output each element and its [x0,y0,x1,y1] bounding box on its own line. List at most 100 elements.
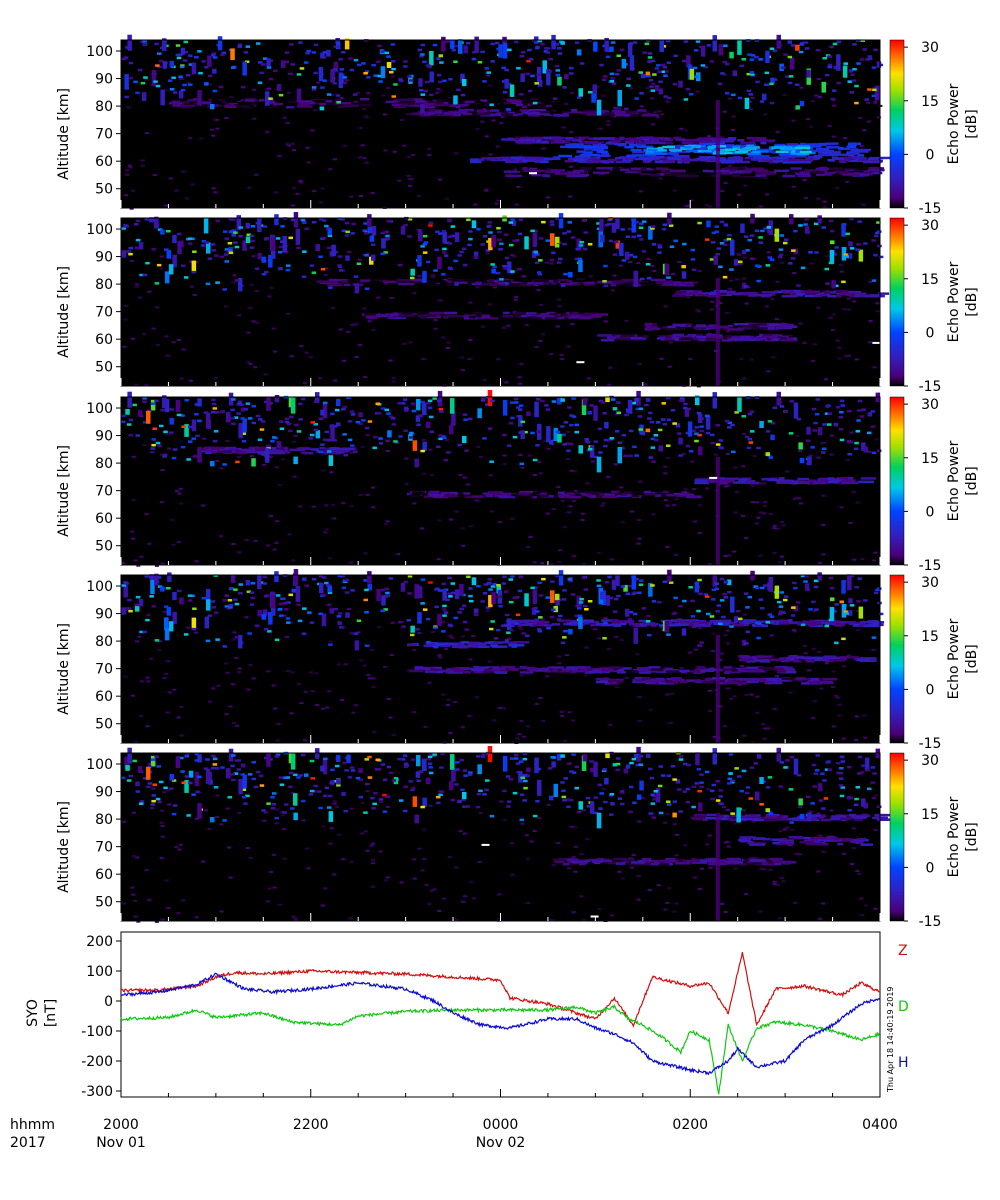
heatmap-cell [730,621,737,625]
heatmap-cell [324,504,329,507]
heatmap-cell [524,236,529,250]
heatmap-cell [247,632,252,635]
heatmap-cell [727,421,732,425]
heatmap-cell [348,57,353,60]
heatmap-cell [294,423,299,427]
heatmap-cell [606,475,611,478]
heatmap-cell [255,102,261,105]
heatmap-cell [616,168,630,172]
heatmap-cell [485,249,491,252]
heatmap-cell [643,490,651,494]
heatmap-cell [867,168,885,172]
heatmap-cell [629,429,634,433]
heatmap-cell [326,49,331,57]
heatmap-cell [414,458,419,468]
heatmap-cell [517,492,530,495]
heatmap-cell [654,438,659,442]
heatmap-cell [388,415,394,418]
heatmap-cell [123,582,128,598]
heatmap-cell [123,318,128,321]
heatmap-cell [597,552,602,555]
heatmap-cell [683,488,688,491]
heatmap-cell [829,167,843,170]
heatmap-cell [324,224,329,228]
heatmap-cell [600,401,606,404]
heatmap-cell [444,647,448,650]
heatmap-cell [668,157,681,161]
heatmap-cell [722,275,728,279]
heatmap-cell [742,613,747,616]
heatmap-cell [532,474,537,476]
heatmap-cell [606,648,611,651]
heatmap-cell [266,444,271,448]
heatmap-cell [568,271,573,278]
heatmap-cell [584,671,594,674]
heatmap-cell [483,283,498,286]
heatmap-cell [657,146,664,150]
heatmap-cell [832,253,837,256]
heatmap-cell [315,703,320,706]
heatmap-cell [192,250,197,253]
heatmap-cell [458,474,463,477]
heatmap-cell [639,105,644,108]
heatmap-cell [139,680,144,683]
heatmap-cell [821,81,826,93]
heatmap-cell [390,43,396,46]
heatmap-cell [642,335,649,338]
heatmap-cell [168,102,184,105]
heatmap-cell [335,45,341,48]
heatmap-cell [799,150,812,154]
heatmap-cell [127,164,132,167]
heatmap-cell [251,255,256,258]
heatmap-cell [854,358,859,361]
heatmap-cell [620,521,625,524]
colorbar-tick-label: 15 [921,451,939,467]
heatmap-cell [727,426,732,429]
heatmap-cell [712,35,717,52]
heatmap-cell [252,117,257,120]
heatmap-cell [588,448,593,451]
heatmap-cell [154,42,159,46]
heatmap-cell [571,415,577,418]
heatmap-cell [494,41,500,45]
heatmap-cell [662,66,667,69]
heatmap-cell [699,140,713,143]
heatmap-cell [231,543,236,545]
heatmap-cell [198,71,203,75]
heatmap-cell [829,434,834,437]
heatmap-cell [678,604,683,608]
heatmap-cell [486,666,500,669]
heatmap-cell [873,253,878,257]
heatmap-cell [531,623,548,627]
heatmap-cell [532,101,538,105]
heatmap-cell [155,84,161,88]
heatmap-cell [763,668,771,672]
heatmap-cell [859,657,877,660]
heatmap-cell [598,399,604,403]
heatmap-cell [703,338,717,341]
heatmap-cell [645,152,662,155]
heatmap-cell [600,234,605,243]
heatmap-cell [270,235,275,238]
heatmap-cell [351,222,356,226]
heatmap-cell [535,138,542,142]
heatmap-cell [792,272,797,274]
heatmap-cell [142,40,147,43]
heatmap-cell [416,398,421,411]
heatmap-cell [573,282,581,286]
heatmap-cell [164,335,169,338]
heatmap-cell [406,112,413,116]
heatmap-cell [530,315,543,318]
heatmap-cell [344,234,350,237]
heatmap-cell [650,437,655,440]
heatmap-cell [162,610,167,613]
heatmap-cell [558,154,572,158]
heatmap-cell [857,399,863,403]
heatmap-cell [569,72,574,75]
heatmap-cell [159,501,164,504]
heatmap-cell [230,48,235,60]
heatmap-cell [694,668,701,672]
heatmap-cell [504,233,509,236]
heatmap-cell [179,65,185,69]
heatmap-cell [800,266,806,270]
